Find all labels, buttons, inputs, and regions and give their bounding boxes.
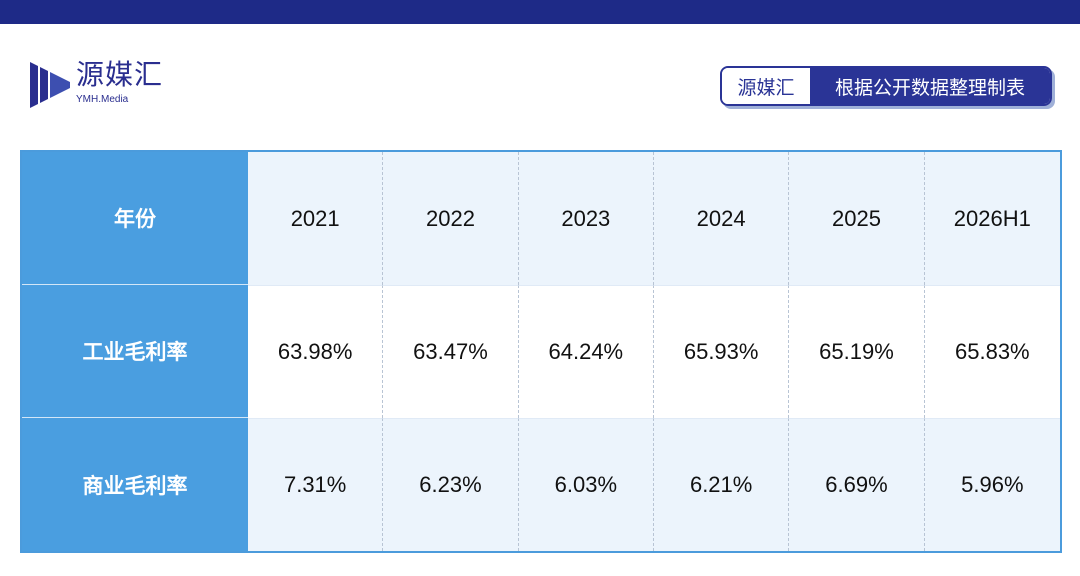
table-cell: 65.83% bbox=[924, 285, 1060, 418]
table-cell: 6.23% bbox=[383, 418, 519, 551]
column-header: 2024 bbox=[653, 152, 790, 285]
table-cell: 7.31% bbox=[248, 418, 384, 551]
brand-name: 源媒汇 bbox=[76, 58, 164, 91]
table-cell: 63.98% bbox=[248, 285, 384, 418]
row-label: 工业毛利率 bbox=[22, 285, 248, 418]
source-tag-note: 根据公开数据整理制表 bbox=[810, 68, 1050, 104]
row-label: 商业毛利率 bbox=[22, 418, 248, 551]
column-header: 2025 bbox=[789, 152, 925, 285]
column-header: 2026H1 bbox=[924, 152, 1060, 285]
table-cell: 65.19% bbox=[789, 285, 925, 418]
table-cell: 6.03% bbox=[518, 418, 654, 551]
table-cell: 5.96% bbox=[924, 418, 1060, 551]
source-tag-brand: 源媒汇 bbox=[722, 68, 810, 104]
brand-logo: 源媒汇 YMH.Media bbox=[30, 58, 163, 114]
table-cell: 64.24% bbox=[518, 285, 654, 418]
column-header: 2023 bbox=[518, 152, 654, 285]
brand-subtitle: YMH.Media bbox=[76, 94, 129, 105]
brand-text: 源媒汇 YMH.Media bbox=[76, 58, 163, 106]
table-cell: 63.47% bbox=[383, 285, 519, 418]
table-header-label: 年份 bbox=[22, 152, 248, 285]
table-cell: 6.69% bbox=[789, 418, 925, 551]
column-header: 2022 bbox=[383, 152, 519, 285]
column-header: 2021 bbox=[248, 152, 384, 285]
table-cell: 65.93% bbox=[653, 285, 790, 418]
margin-table: 年份 2021 2022 2023 2024 2025 2026H1 工业毛利率… bbox=[20, 150, 1062, 553]
table-cell: 6.21% bbox=[653, 418, 790, 551]
top-band bbox=[0, 0, 1080, 24]
brand-mark-icon bbox=[30, 62, 70, 108]
source-tag: 源媒汇 根据公开数据整理制表 bbox=[720, 66, 1052, 106]
